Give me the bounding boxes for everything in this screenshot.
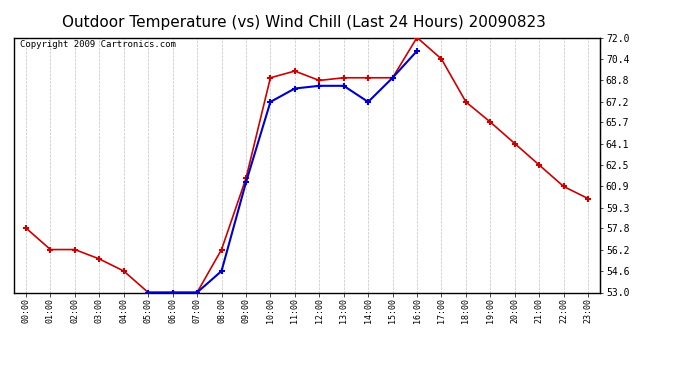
Text: Outdoor Temperature (vs) Wind Chill (Last 24 Hours) 20090823: Outdoor Temperature (vs) Wind Chill (Las…	[61, 15, 546, 30]
Text: Copyright 2009 Cartronics.com: Copyright 2009 Cartronics.com	[19, 40, 175, 49]
